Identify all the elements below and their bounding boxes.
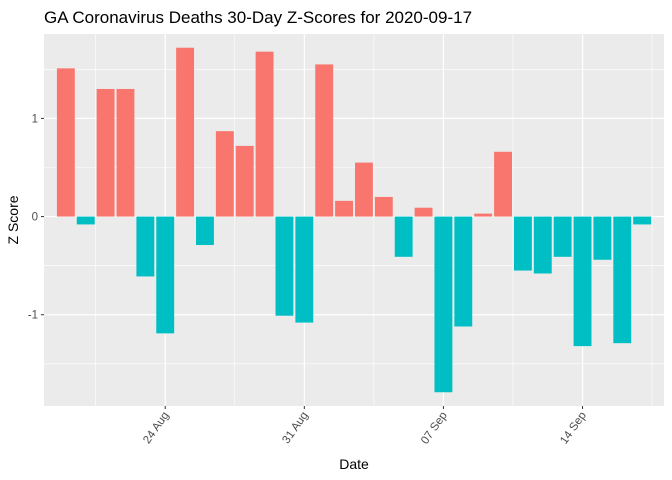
bars	[56, 47, 652, 393]
chart-title: GA Coronavirus Deaths 30-Day Z-Scores fo…	[44, 8, 472, 27]
bar-2020-09-03	[354, 162, 373, 217]
x-tick-label: 31 Aug	[280, 410, 310, 446]
bar-2020-08-29	[255, 51, 274, 217]
bar-2020-09-01	[315, 64, 334, 217]
bar-2020-08-20	[76, 216, 95, 225]
x-tick-label: 07 Sep	[419, 410, 450, 447]
y-axis-title: Z Score	[5, 195, 21, 244]
bar-2020-08-30	[275, 216, 294, 316]
bar-2020-09-13	[553, 216, 572, 257]
x-axis: 24 Aug 31 Aug 07 Sep 14 Sep	[141, 406, 589, 447]
bar-2020-09-14	[573, 216, 592, 347]
bar-2020-09-16	[613, 216, 632, 344]
bar-2020-09-08	[454, 216, 473, 327]
x-tick-label: 14 Sep	[558, 410, 589, 447]
bar-2020-09-09	[474, 213, 493, 217]
bar-2020-08-24	[156, 216, 175, 334]
bar-2020-09-17	[633, 216, 652, 225]
bar-2020-08-22	[116, 88, 135, 217]
bar-2020-08-21	[96, 88, 115, 217]
bar-2020-09-10	[494, 151, 512, 217]
bar-2020-08-31	[295, 216, 314, 323]
bar-2020-09-05	[394, 216, 413, 257]
x-axis-title: Date	[339, 456, 369, 472]
x-tick-label: 24 Aug	[141, 410, 171, 446]
bar-2020-08-19	[56, 68, 75, 217]
bar-2020-08-23	[136, 216, 155, 277]
y-axis: -1 0 1	[28, 113, 44, 322]
bar-2020-09-15	[593, 216, 612, 260]
bar-2020-08-27	[215, 131, 234, 217]
bar-2020-08-25	[176, 47, 195, 217]
y-tick-label: 1	[32, 113, 38, 125]
bar-2020-08-26	[196, 216, 214, 246]
bar-2020-09-02	[335, 200, 354, 217]
bar-2020-09-06	[414, 207, 433, 217]
bar-2020-09-11	[513, 216, 532, 271]
y-tick-label: 0	[32, 212, 38, 224]
y-tick-label: -1	[28, 310, 38, 322]
bar-2020-09-12	[533, 216, 552, 274]
bar-2020-08-28	[235, 145, 254, 217]
bar-2020-09-04	[374, 196, 393, 217]
bar-2020-09-07	[434, 216, 453, 393]
